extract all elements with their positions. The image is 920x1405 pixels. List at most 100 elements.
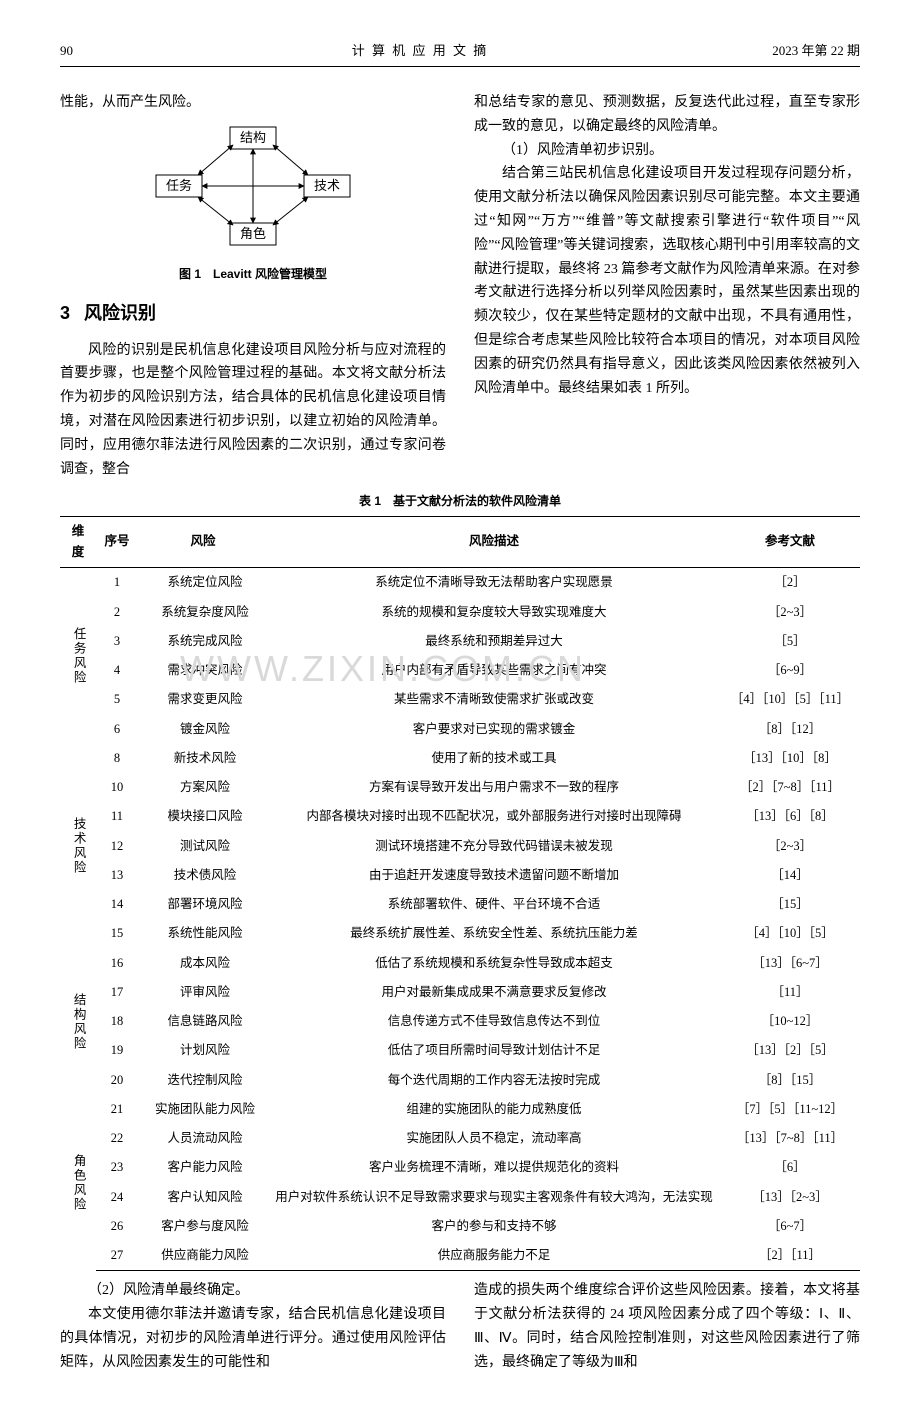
cell-risk: 模块接口风险 [138,802,268,831]
table-row: 23客户能力风险客户业务梳理不清晰，难以提供规范化的资料［6］ [60,1153,860,1182]
cell-risk: 部署环境风险 [138,890,268,919]
cell-ref: ［13］［2~3］ [720,1183,860,1212]
cell-desc: 方案有误导致开发出与用户需求不一致的程序 [268,773,720,802]
cell-risk: 客户能力风险 [138,1153,268,1182]
cell-risk: 需求冲突风险 [138,656,268,685]
cell-ref: ［5］ [720,627,860,656]
cell-desc: 供应商服务能力不足 [268,1241,720,1271]
cell-no: 10 [96,773,138,802]
right-p0: 和总结专家的意见、预测数据，反复迭代此过程，直至专家形成一致的意见，以确定最终的… [474,91,860,139]
cell-no: 24 [96,1183,138,1212]
col-ref: 参考文献 [720,516,860,568]
sub-1-title: （1）风险清单初步识别。 [474,139,860,163]
cell-desc: 客户的参与和支持不够 [268,1212,720,1241]
cell-risk: 评审风险 [138,978,268,1007]
table-row: 11模块接口风险内部各模块对接时出现不匹配状况，或外部服务进行对接时出现障碍［1… [60,802,860,831]
cell-desc: 低估了项目所需时间导致计划估计不足 [268,1036,720,1065]
col-desc: 风险描述 [268,516,720,568]
cell-ref: ［2~3］ [720,832,860,861]
table-row: 2系统复杂度风险系统的规模和复杂度较大导致实现难度大［2~3］ [60,598,860,627]
cell-no: 4 [96,656,138,685]
table-row: 18信息链路风险信息传递方式不佳导致信息传达不到位［10~12］ [60,1007,860,1036]
cell-risk: 系统定位风险 [138,568,268,598]
cell-no: 8 [96,744,138,773]
cell-ref: ［13］［2］［5］ [720,1036,860,1065]
col-no: 序号 [96,516,138,568]
cell-no: 22 [96,1124,138,1153]
cell-no: 11 [96,802,138,831]
page-number: 90 [60,40,120,62]
cell-desc: 用户内部有矛盾导致某些需求之间有冲突 [268,656,720,685]
table-row: 17评审风险用户对最新集成成果不满意要求反复修改［11］ [60,978,860,1007]
cell-no: 6 [96,715,138,744]
cell-no: 27 [96,1241,138,1271]
col-risk: 风险 [138,516,268,568]
cell-no: 21 [96,1095,138,1124]
table-row: 任务风险1系统定位风险系统定位不清晰导致无法帮助客户实现愿景［2］ [60,568,860,598]
below-left-column: （2）风险清单最终确定。 本文使用德尔菲法并邀请专家，结合民机信息化建设项目的具… [60,1279,446,1374]
cell-desc: 客户业务梳理不清晰，难以提供规范化的资料 [268,1153,720,1182]
cell-risk: 系统复杂度风险 [138,598,268,627]
cell-ref: ［2~3］ [720,598,860,627]
cell-no: 13 [96,861,138,890]
cell-desc: 用户对最新集成成果不满意要求反复修改 [268,978,720,1007]
table-1-caption: 表 1 基于文献分析法的软件风险清单 [60,491,860,511]
cell-no: 12 [96,832,138,861]
cell-desc: 某些需求不清晰致使需求扩张或改变 [268,685,720,714]
table-row: 26客户参与度风险客户的参与和支持不够［6~7］ [60,1212,860,1241]
cell-desc: 测试环境搭建不充分导致代码错误未被发现 [268,832,720,861]
cell-ref: ［11］ [720,978,860,1007]
below-right-column: 造成的损失两个维度综合评价这些风险因素。接着，本文将基于文献分析法获得的 24 … [474,1279,860,1374]
left-column: 性能，从而产生风险。 结构 任务 技术 角色 [60,91,446,481]
table-row: 22人员流动风险实施团队人员不稳定，流动率高［13］［7~8］［11］ [60,1124,860,1153]
table-row: 12测试风险测试环境搭建不充分导致代码错误未被发现［2~3］ [60,832,860,861]
table-row: 20迭代控制风险每个迭代周期的工作内容无法按时完成［8］［15］ [60,1066,860,1095]
cell-ref: ［13］［6］［8］ [720,802,860,831]
cell-ref: ［4］［10］［5］［11］ [720,685,860,714]
table-row: 13技术债风险由于追赶开发速度导致技术遗留问题不断增加［14］ [60,861,860,890]
leavitt-diagram: 结构 任务 技术 角色 [138,121,368,251]
cell-no: 2 [96,598,138,627]
cell-desc: 最终系统扩展性差、系统安全性差、系统抗压能力差 [268,919,720,948]
dim-cell: 角色风险 [60,1095,96,1271]
node-right: 技术 [314,178,340,193]
table-row: 10方案风险方案有误导致开发出与用户需求不一致的程序［2］［7~8］［11］ [60,773,860,802]
section-3-heading: 3风险识别 [60,298,446,329]
cell-ref: ［14］ [720,861,860,890]
cell-no: 14 [96,890,138,919]
cell-risk: 镀金风险 [138,715,268,744]
cell-risk: 信息链路风险 [138,1007,268,1036]
cell-risk: 计划风险 [138,1036,268,1065]
cell-desc: 系统部署软件、硬件、平台环境不合适 [268,890,720,919]
dim-cell: 结构风险 [60,949,96,1095]
cell-desc: 系统定位不清晰导致无法帮助客户实现愿景 [268,568,720,598]
table-row: 14部署环境风险系统部署软件、硬件、平台环境不合适［15］ [60,890,860,919]
table-row: 15系统性能风险最终系统扩展性差、系统安全性差、系统抗压能力差［4］［10］［5… [60,919,860,948]
cell-risk: 测试风险 [138,832,268,861]
cell-desc: 每个迭代周期的工作内容无法按时完成 [268,1066,720,1095]
table-row: 3系统完成风险最终系统和预期差异过大［5］ [60,627,860,656]
cell-no: 16 [96,949,138,978]
cell-no: 15 [96,919,138,948]
table-1-wrap: WWW.ZIXIN.COM.CN 维度 序号 风险 风险描述 参考文献 任务风险… [60,516,860,1272]
cell-ref: ［6］ [720,1153,860,1182]
cell-desc: 系统的规模和复杂度较大导致实现难度大 [268,598,720,627]
upper-columns: 性能，从而产生风险。 结构 任务 技术 角色 [60,91,860,481]
cell-risk: 迭代控制风险 [138,1066,268,1095]
table-row: 24客户认知风险用户对软件系统认识不足导致需求要求与现实主客观条件有较大鸿沟，无… [60,1183,860,1212]
section-3-title: 风险识别 [84,303,156,323]
cell-no: 18 [96,1007,138,1036]
cell-desc: 信息传递方式不佳导致信息传达不到位 [268,1007,720,1036]
table-row: 技术风险8新技术风险使用了新的技术或工具［13］［10］［8］ [60,744,860,773]
cell-risk: 系统性能风险 [138,919,268,948]
table-1: 维度 序号 风险 风险描述 参考文献 任务风险1系统定位风险系统定位不清晰导致无… [60,516,860,1272]
cell-risk: 系统完成风险 [138,627,268,656]
cell-desc: 组建的实施团队的能力成熟度低 [268,1095,720,1124]
cell-ref: ［13］［7~8］［11］ [720,1124,860,1153]
figure-1-caption: 图 1 Leavitt 风险管理模型 [60,264,446,284]
cell-ref: ［8］［12］ [720,715,860,744]
sub-2-title: （2）风险清单最终确定。 [60,1279,446,1303]
right-p1: 结合第三站民机信息化建设项目开发过程现存问题分析，使用文献分析法以确保风险因素识… [474,162,860,400]
cell-ref: ［13］［6~7］ [720,949,860,978]
cell-no: 17 [96,978,138,1007]
